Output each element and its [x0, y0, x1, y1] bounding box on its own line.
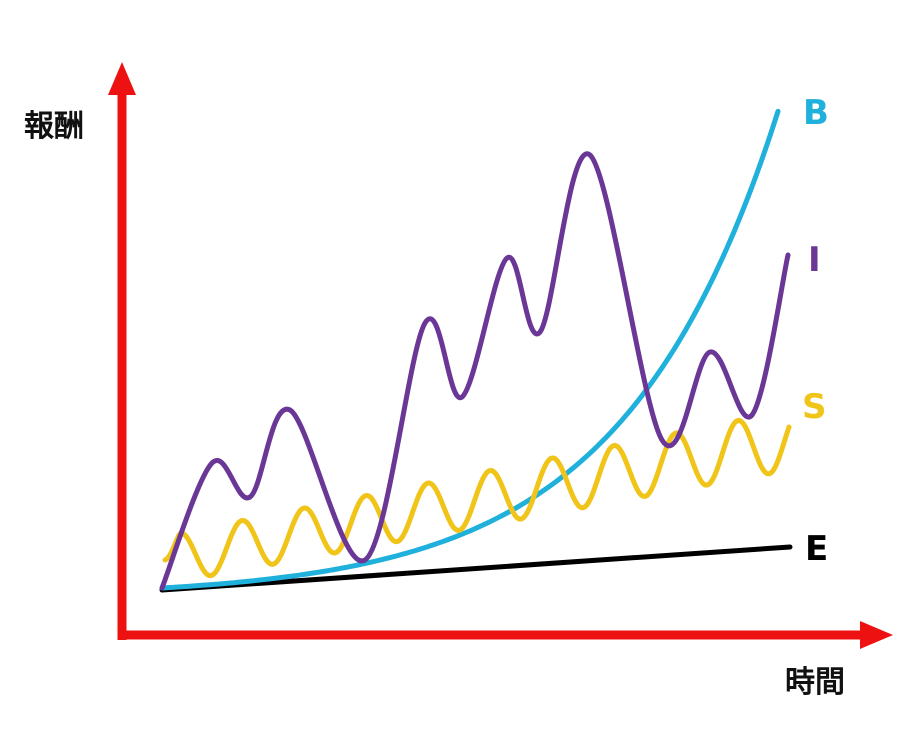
label-s: S — [802, 387, 827, 427]
y-axis-label: 報酬 — [24, 109, 84, 144]
x-axis-label: 時間 — [785, 665, 845, 700]
curve-e — [159, 544, 793, 593]
curve-b — [159, 108, 781, 591]
label-i: I — [808, 240, 821, 280]
label-b: B — [803, 93, 829, 133]
curve-s — [162, 417, 792, 579]
label-e: E — [805, 529, 829, 569]
curve-i — [159, 151, 791, 591]
y-axis-arrow — [108, 62, 136, 95]
x-axis-arrow — [860, 621, 893, 649]
